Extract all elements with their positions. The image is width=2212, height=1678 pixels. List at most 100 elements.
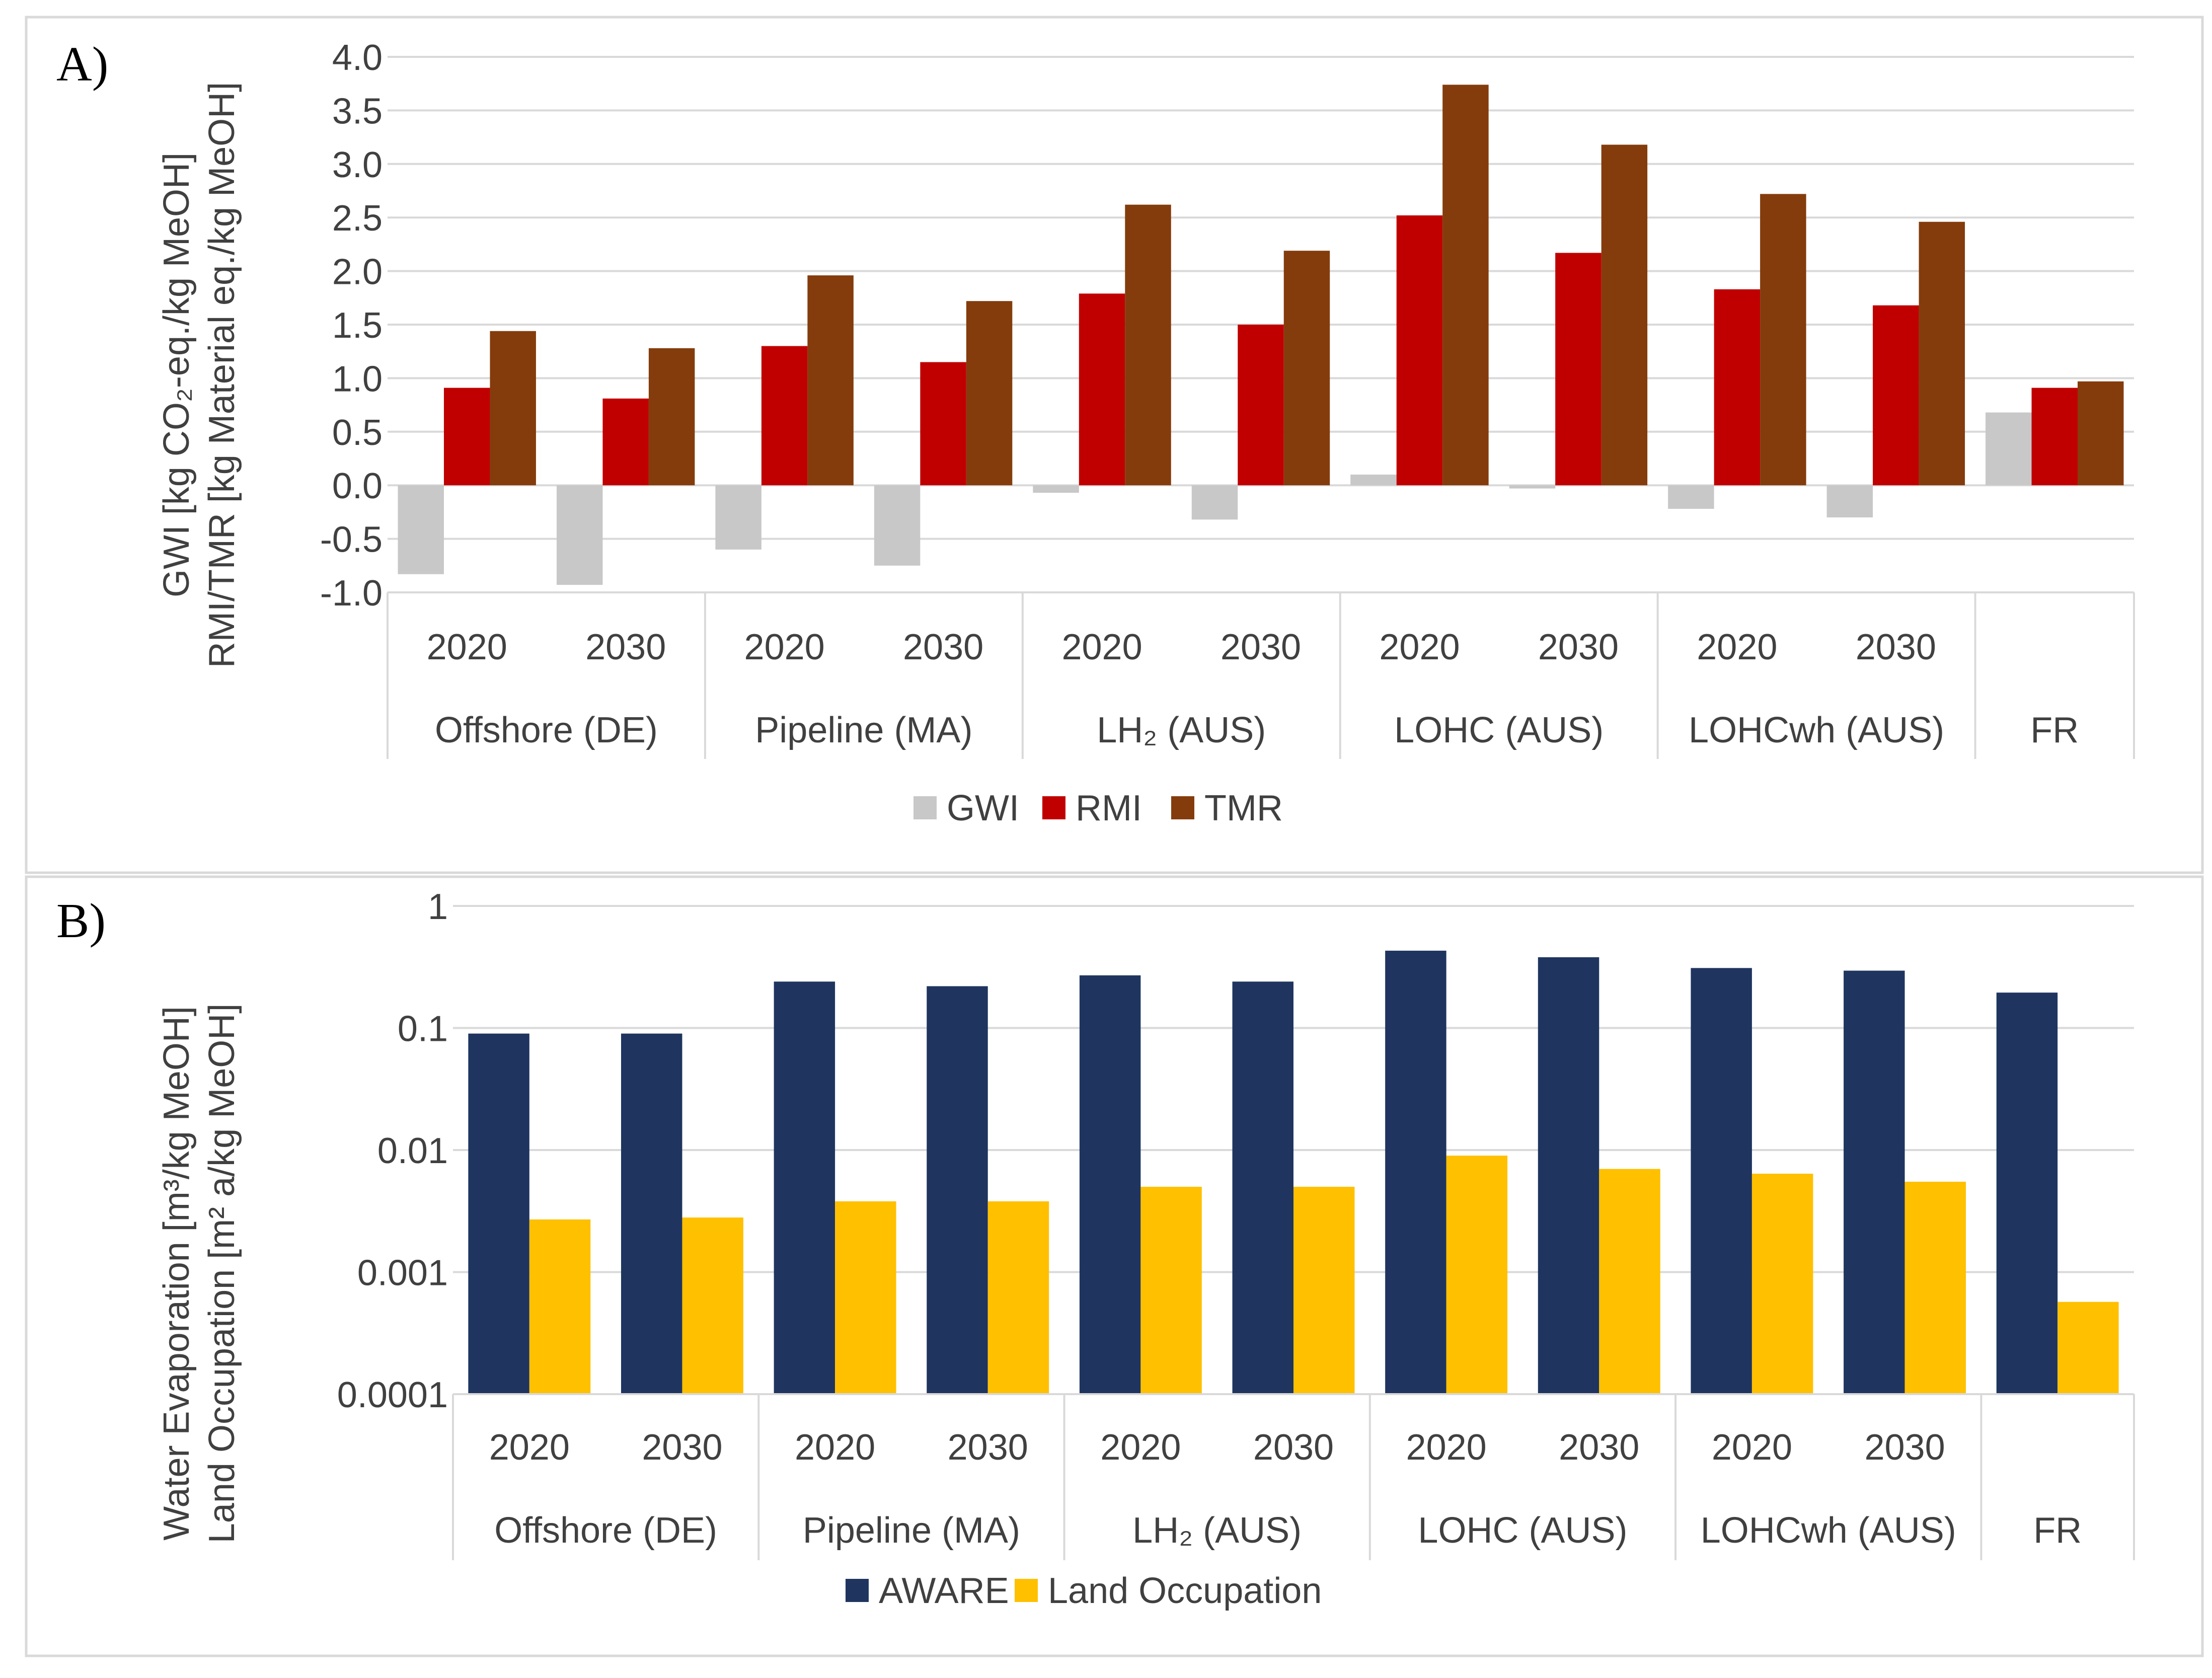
y-tick-label: -0.5 — [320, 520, 383, 560]
x-tick-year: 2020 — [427, 627, 507, 667]
bar-aware-4 — [1079, 975, 1141, 1394]
bar-land-occupation-5 — [1293, 1186, 1355, 1394]
bar-rmi-7 — [1555, 253, 1601, 486]
x-group-label-offshore-de: Offshore (DE) — [494, 1510, 717, 1551]
panel-a-ylabel-line2: RMI/TMR [kg Material eq./kg MeOH] — [202, 82, 242, 668]
x-tick-year: 2020 — [744, 627, 825, 667]
bar-land-occupation-1 — [682, 1217, 743, 1394]
bar-gwi-2 — [715, 485, 761, 550]
legend-swatch-tmr — [1171, 796, 1194, 819]
legend-label-land-occupation: Land Occupation — [1048, 1571, 1322, 1611]
bar-rmi-4 — [1079, 293, 1125, 486]
x-group-label-lohc-aus: LOHC (AUS) — [1418, 1510, 1627, 1551]
y-tick-label: 3.5 — [332, 91, 383, 131]
bar-gwi-4 — [1033, 485, 1079, 493]
legend-label-aware: AWARE — [879, 1571, 1009, 1611]
y-tick-label: 1.0 — [332, 359, 383, 399]
y-tick-label: 0.1 — [398, 1009, 448, 1049]
bar-rmi-2 — [761, 346, 808, 486]
bar-aware-5 — [1232, 981, 1293, 1394]
y-tick-label: 0.001 — [357, 1253, 448, 1293]
y-tick-label: 3.0 — [332, 145, 383, 185]
bar-gwi-9 — [1826, 485, 1873, 518]
bar-gwi-3 — [874, 485, 921, 566]
bar-tmr-4 — [1125, 204, 1171, 486]
x-tick-year: 2030 — [1864, 1427, 1945, 1468]
panel-b-bars — [468, 950, 2119, 1394]
bar-aware-1 — [621, 1033, 682, 1394]
bar-rmi-8 — [1714, 289, 1761, 486]
x-group-label-fr: FR — [2033, 1510, 2082, 1551]
bar-aware-8 — [1691, 968, 1752, 1394]
x-tick-year: 2030 — [1538, 627, 1619, 667]
panel-a-ylabel-line1: GWI [kg CO₂-eq./kg MeOH] — [157, 152, 197, 597]
x-tick-year: 2020 — [1379, 627, 1460, 667]
panel-b-y-tick-labels: 1 0.1 0.01 0.001 0.0001 — [337, 887, 448, 1415]
bar-land-occupation-9 — [1904, 1181, 1966, 1394]
x-tick-year: 2030 — [948, 1427, 1028, 1468]
y-tick-label: 0.5 — [332, 413, 383, 453]
x-tick-year: 2030 — [642, 1427, 722, 1468]
panel-b: B) 1 0.1 0.01 0.001 0.0001 2020 2030 Offshore … — [25, 875, 2204, 1657]
panel-b-ylabel-line2: Land Occupation [m² a/kg MeOH] — [202, 1004, 242, 1543]
bar-land-occupation-7 — [1599, 1169, 1660, 1394]
bar-land-occupation-2 — [835, 1201, 896, 1394]
panel-a-bars — [398, 85, 2124, 585]
y-tick-label: 1.5 — [332, 306, 383, 346]
bar-land-occupation-6 — [1446, 1156, 1508, 1394]
x-tick-year: 2030 — [903, 627, 983, 667]
bar-gwi-6 — [1350, 474, 1397, 486]
x-group-label-lh-aus: LH₂ (AUS) — [1097, 710, 1266, 750]
x-tick-year: 2020 — [795, 1427, 875, 1468]
bar-rmi-9 — [1873, 305, 1919, 486]
x-tick-year: 2020 — [489, 1427, 570, 1468]
x-group-label-lh-aus: LH₂ (AUS) — [1132, 1510, 1302, 1551]
x-tick-year: 2020 — [1406, 1427, 1487, 1468]
x-tick-year: 2020 — [1712, 1427, 1792, 1468]
y-tick-label: -1.0 — [320, 573, 383, 614]
bar-rmi-0 — [443, 388, 490, 486]
bar-aware-6 — [1385, 950, 1446, 1394]
panel-a-legend: GWI RMI TMR — [913, 788, 1283, 828]
y-tick-label: 2.5 — [332, 198, 383, 239]
legend-label-rmi: RMI — [1076, 788, 1142, 828]
bar-gwi-8 — [1668, 485, 1714, 509]
legend-label-tmr: TMR — [1204, 788, 1283, 828]
bar-tmr-6 — [1442, 85, 1489, 486]
bar-rmi-10 — [2031, 388, 2078, 486]
x-group-label-fr: FR — [2030, 710, 2079, 750]
legend-swatch-land-occupation — [1015, 1579, 1038, 1602]
y-tick-label: 4.0 — [332, 38, 383, 78]
x-tick-year: 2030 — [1856, 627, 1936, 667]
bar-tmr-10 — [2078, 381, 2124, 486]
bar-aware-9 — [1844, 970, 1905, 1394]
x-tick-year: 2020 — [1061, 627, 1142, 667]
x-group-label-lohcwh-aus: LOHCwh (AUS) — [1689, 710, 1944, 750]
bar-rmi-6 — [1396, 215, 1443, 486]
panel-a-y-tick-labels: 4.0 3.5 3.0 2.5 2.0 1.5 1.0 0.5 0.0 -0.5 -1.0 — [320, 38, 383, 614]
panel-a: A) 4.0 3.5 3.0 2.5 2.0 1.5 1.0 0.5 0.0 -0.5 -1.0 2… — [25, 16, 2204, 874]
panel-a-y-axis-label: GWI [kg CO₂-eq./kg MeOH] RMI/TMR [kg Mat… — [157, 82, 242, 668]
bar-gwi-0 — [398, 485, 444, 574]
bar-tmr-0 — [490, 331, 536, 486]
panel-b-legend: AWARE Land Occupation — [846, 1571, 1322, 1611]
bar-land-occupation-8 — [1751, 1174, 1813, 1394]
panel-a-x-axis: 2020 2030 Offshore (DE) 2020 2030 Pipeline (M… — [387, 591, 2135, 759]
x-group-label-pipeline-ma: Pipeline (MA) — [803, 1510, 1020, 1551]
y-tick-label: 1 — [428, 887, 448, 927]
bar-gwi-1 — [556, 485, 603, 585]
y-tick-label: 0.0 — [332, 466, 383, 506]
bar-land-occupation-10 — [2057, 1302, 2119, 1394]
bar-rmi-1 — [602, 398, 649, 486]
bar-tmr-7 — [1601, 144, 1648, 486]
x-tick-year: 2020 — [1100, 1427, 1181, 1468]
panel-b-ylabel-line1: Water Evaporation [m³/kg MeOH] — [157, 1006, 197, 1541]
x-group-label-lohcwh-aus: LOHCwh (AUS) — [1701, 1510, 1956, 1551]
y-tick-label: 2.0 — [332, 252, 383, 292]
legend-swatch-rmi — [1042, 796, 1065, 819]
y-tick-label: 0.0001 — [337, 1375, 448, 1415]
panel-a-label: A) — [56, 37, 108, 92]
x-tick-year: 2030 — [585, 627, 666, 667]
legend-swatch-gwi — [913, 796, 937, 819]
